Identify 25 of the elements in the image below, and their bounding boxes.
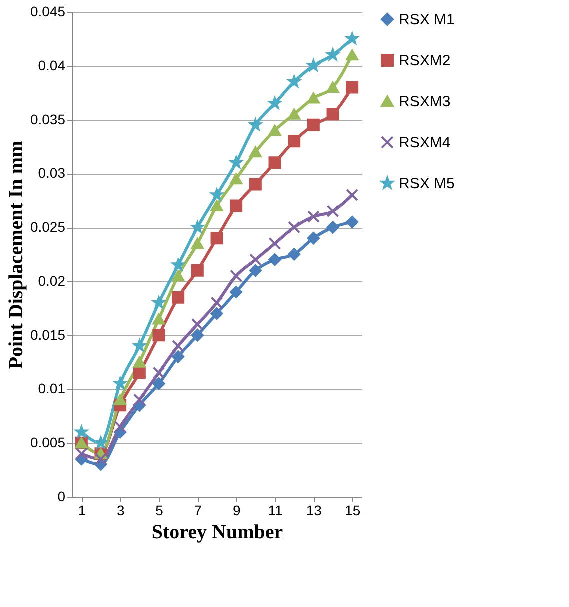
legend-label: RSX M1 (399, 12, 455, 28)
legend-label: RSXM4 (399, 134, 451, 152)
y-tick-label: 0.04 (38, 57, 66, 74)
y-axis-title: Point Displacement In mm (5, 140, 28, 370)
x-axis-title: Storey Number (152, 522, 284, 544)
y-tick-label: 0.025 (30, 219, 66, 236)
x-tick-label: 11 (268, 502, 283, 518)
y-tick-label: 0.01 (38, 380, 66, 397)
x-tick-label: 15 (345, 502, 361, 518)
y-tick-label: 0.02 (38, 272, 66, 289)
y-tick-label: 0.035 (30, 111, 66, 128)
y-tick-label: 0.005 (30, 434, 66, 451)
x-tick-label: 7 (194, 502, 202, 518)
legend-label: RSXM2 (399, 52, 451, 70)
legend-label: RSXM3 (399, 94, 451, 110)
x-tick-label: 9 (232, 502, 241, 518)
y-tick-label: 0 (58, 488, 66, 504)
x-tick-label: 1 (78, 502, 86, 518)
x-tick-label: 5 (156, 502, 164, 518)
y-tick-label: 0.03 (38, 165, 66, 182)
x-tick-label: 3 (116, 502, 125, 518)
y-tick-label: 0.045 (30, 4, 66, 20)
legend-label: RSX M5 (399, 176, 455, 192)
y-tick-label: 0.015 (30, 326, 66, 343)
x-tick-label: 13 (306, 502, 322, 518)
